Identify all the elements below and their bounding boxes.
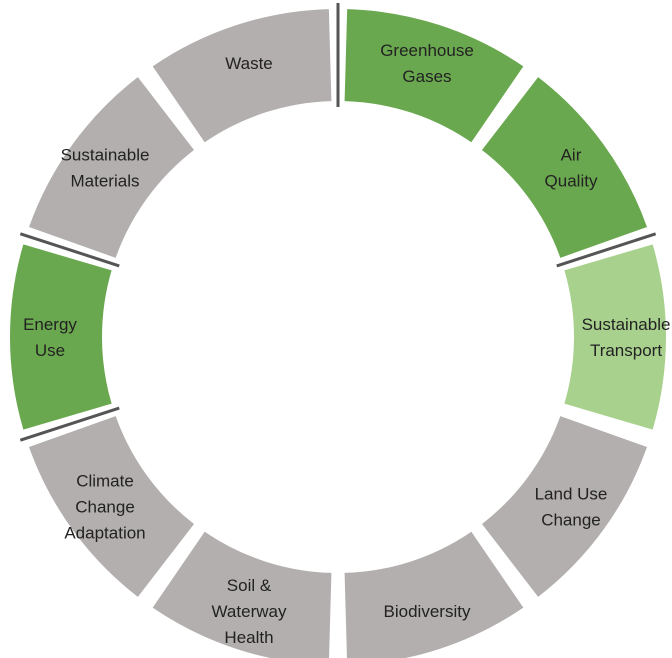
segment-shape-waste [152,9,332,143]
segment-label-waste: Waste [225,54,273,73]
segment-label-line: Sustainable [61,146,150,165]
segment-label-line: Adaptation [64,523,145,542]
segment-label-climate-change-adaptation: Climate Change Adaptation [64,471,145,542]
segment-label-line: Climate [76,471,134,490]
segment-label-sustainable-transport: Sustainable Transport [582,315,671,360]
segment-label-line: Greenhouse [380,41,474,60]
segment-label-line: Soil & [227,576,272,595]
segment-shape-biodiversity [344,531,524,658]
segment-shape-greenhouse-gases [344,9,524,143]
segment-soil-waterway-health: Soil & Waterway Health [152,531,332,658]
segment-label-line: Waste [225,54,273,73]
segment-label-line: Land Use [535,484,608,503]
segment-label-biodiversity: Biodiversity [384,602,471,621]
segment-land-use-change: Land Use Change [481,416,647,597]
segment-label-land-use-change: Land Use Change [535,484,608,529]
segment-shape-sustainable-materials [29,77,195,258]
segment-sustainable-materials: Sustainable Materials [29,77,195,258]
segment-greenhouse-gases: Greenhouse Gases [344,9,524,143]
segment-label-line: Gases [402,67,451,86]
segment-label-line: Sustainable [582,315,671,334]
segment-label-energy-use: Energy Use [23,315,77,360]
segment-shape-air-quality [481,77,647,258]
segment-label-soil-waterway-health: Soil & Waterway Health [212,576,287,647]
segment-energy-use: Energy Use [9,244,112,430]
segment-climate-change-adaptation: Climate Change Adaptation [29,416,195,597]
segment-biodiversity: Biodiversity [344,531,524,658]
segment-label-line: Energy [23,315,77,334]
segment-label-line: Waterway [212,602,287,621]
segment-label-air-quality: Air Quality [545,146,598,191]
segment-sustainable-transport: Sustainable Transport [564,244,671,430]
segment-shape-sustainable-transport [564,244,666,430]
segment-label-line: Change [75,497,135,516]
segment-shape-energy-use [9,244,112,430]
segment-label-line: Health [224,628,273,647]
divider-line-3 [19,406,120,442]
divider-line-2 [556,232,657,268]
segment-label-sustainable-materials: Sustainable Materials [61,146,150,191]
segment-label-line: Materials [71,172,140,191]
segment-air-quality: Air Quality [481,77,647,258]
segment-label-line: Change [541,510,601,529]
segment-label-line: Biodiversity [384,602,471,621]
segment-label-line: Transport [590,341,662,360]
segment-label-line: Use [35,341,65,360]
segment-waste: Waste [152,9,332,143]
segment-shape-climate-change-adaptation [29,416,195,597]
segment-shape-soil-waterway-health [152,531,332,658]
segment-label-line: Quality [545,172,598,191]
divider-line-4 [19,232,120,268]
segment-label-greenhouse-gases: Greenhouse Gases [380,41,474,86]
segment-shape-land-use-change [481,416,647,597]
segment-label-line: Air [561,146,582,165]
